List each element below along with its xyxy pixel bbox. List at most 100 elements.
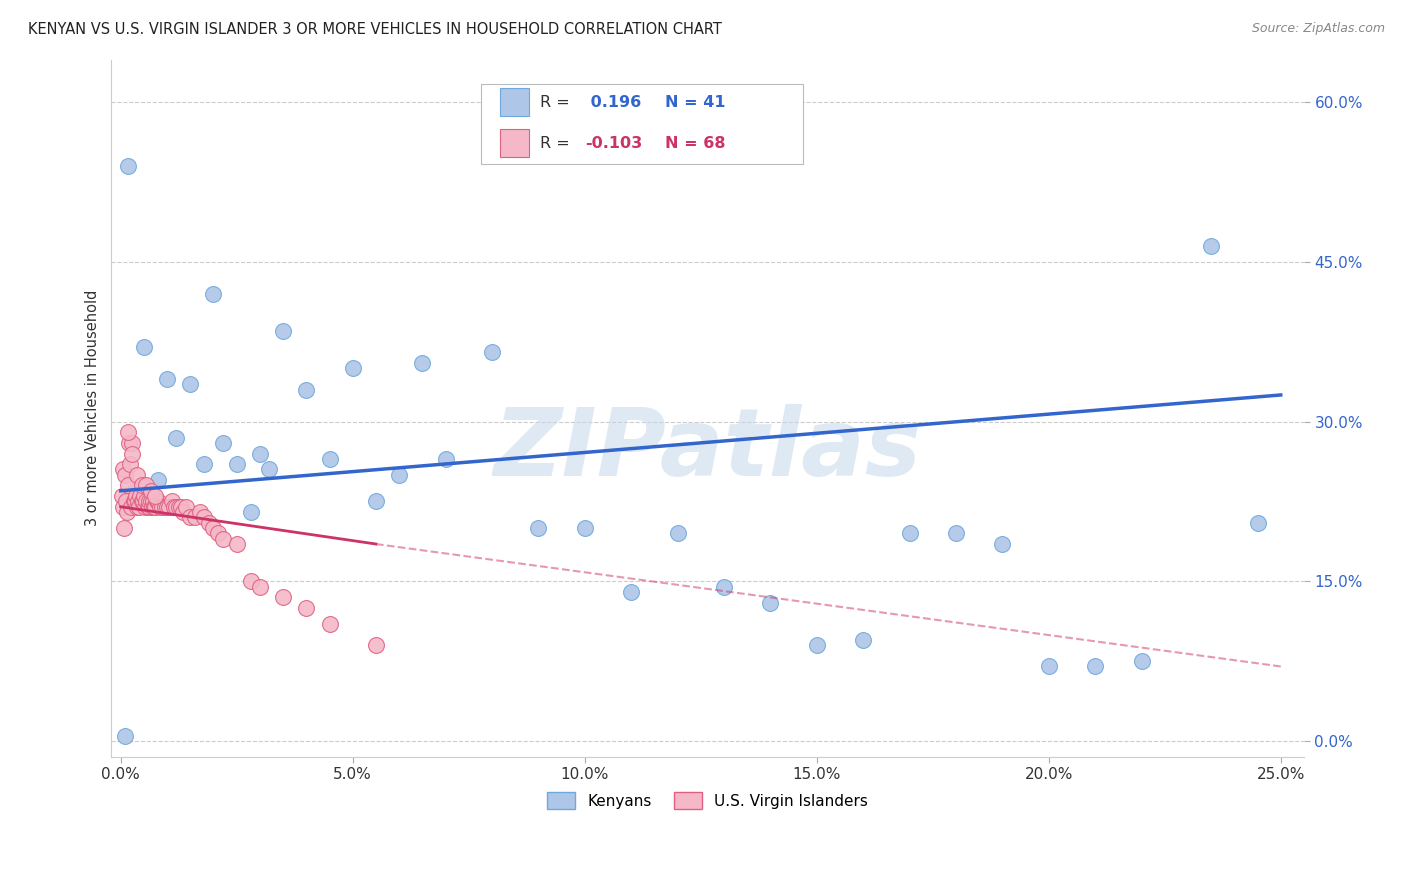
Text: R =: R = [540, 95, 569, 110]
Point [249, 580, 271, 594]
Point [153, 500, 176, 514]
Point [120, 500, 142, 514]
Point [170, 500, 193, 514]
Point [163, 500, 186, 514]
Point [132, 489, 155, 503]
Text: N = 41: N = 41 [665, 95, 725, 110]
Point [271, 591, 294, 605]
Point [136, 500, 159, 514]
Point [1199, 239, 1222, 253]
Point [318, 451, 340, 466]
Point [125, 500, 148, 514]
Point [115, 505, 138, 519]
Point [114, 729, 136, 743]
Point [364, 638, 387, 652]
Point [138, 500, 160, 514]
Point [117, 159, 139, 173]
Point [111, 489, 134, 503]
Point [156, 372, 179, 386]
Text: N = 68: N = 68 [665, 136, 725, 151]
Point [434, 451, 457, 466]
Point [211, 532, 233, 546]
Point [160, 494, 183, 508]
Point [132, 494, 155, 508]
Text: KENYAN VS U.S. VIRGIN ISLANDER 3 OR MORE VEHICLES IN HOUSEHOLD CORRELATION CHART: KENYAN VS U.S. VIRGIN ISLANDER 3 OR MORE… [28, 22, 723, 37]
Point [115, 494, 138, 508]
Point [318, 616, 340, 631]
Point [271, 324, 294, 338]
Point [620, 585, 643, 599]
Point [1084, 659, 1107, 673]
Point [342, 361, 364, 376]
Point [128, 500, 150, 514]
Point [165, 431, 187, 445]
Point [1130, 654, 1153, 668]
Point [138, 500, 160, 514]
Point [174, 500, 197, 514]
Point [131, 494, 153, 508]
Point [117, 478, 139, 492]
Point [145, 489, 167, 503]
Point [146, 494, 169, 508]
Point [117, 425, 139, 440]
Point [124, 489, 146, 503]
Point [759, 596, 782, 610]
Point [112, 500, 135, 514]
Point [295, 383, 318, 397]
Point [156, 500, 179, 514]
Point [388, 467, 411, 482]
Point [1038, 659, 1060, 673]
Point [146, 494, 169, 508]
Point [112, 521, 135, 535]
Y-axis label: 3 or more Vehicles in Household: 3 or more Vehicles in Household [86, 290, 100, 526]
Point [125, 467, 148, 482]
Point [193, 510, 215, 524]
Point [135, 494, 157, 508]
Point [114, 467, 136, 482]
FancyBboxPatch shape [481, 84, 803, 164]
Point [666, 526, 689, 541]
Point [249, 446, 271, 460]
Point [127, 494, 149, 508]
Point [142, 494, 165, 508]
Point [184, 510, 207, 524]
Point [118, 457, 141, 471]
Point [202, 286, 225, 301]
Point [188, 505, 211, 519]
Point [207, 526, 229, 541]
Point [157, 500, 180, 514]
Point [295, 600, 318, 615]
Point [257, 462, 280, 476]
Point [139, 483, 162, 498]
Point [225, 457, 247, 471]
Point [198, 516, 221, 530]
Point [179, 377, 201, 392]
Point [143, 500, 166, 514]
Point [364, 494, 387, 508]
Text: 0.196: 0.196 [585, 95, 641, 110]
Point [713, 580, 735, 594]
Point [239, 574, 262, 589]
Point [121, 446, 143, 460]
Point [146, 473, 169, 487]
Point [124, 494, 146, 508]
Point [118, 435, 141, 450]
FancyBboxPatch shape [501, 88, 529, 116]
Point [165, 500, 187, 514]
Point [852, 632, 875, 647]
Point [122, 494, 145, 508]
Point [211, 435, 233, 450]
Point [481, 345, 503, 359]
Point [121, 435, 143, 450]
Point [411, 356, 433, 370]
Point [991, 537, 1014, 551]
Point [806, 638, 828, 652]
Point [129, 489, 152, 503]
Point [131, 478, 153, 492]
Point [193, 457, 215, 471]
FancyBboxPatch shape [501, 129, 529, 157]
Point [179, 510, 201, 524]
Text: -0.103: -0.103 [585, 136, 643, 151]
Point [132, 340, 155, 354]
Point [1246, 516, 1268, 530]
